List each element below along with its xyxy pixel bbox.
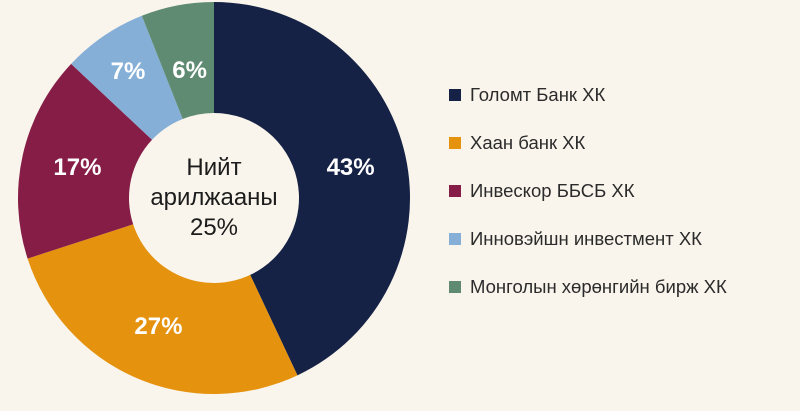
slice-label-5: 6% (172, 57, 207, 84)
slice-label-1: 43% (327, 154, 375, 181)
donut-chart: 43% 27% 17% 7% 6% (17, 2, 411, 395)
donut-center-label: Нийт арилжааны 25% (150, 153, 277, 243)
legend-item-mongolian-stock-exchange: Монголын хөрөнгийн бирж ХК (449, 276, 727, 297)
legend-item-golomt-bank: Голомт Банк ХК (449, 84, 727, 105)
legend-swatch-golomt-bank (449, 88, 461, 101)
legend-swatch-innovation-investment (449, 232, 461, 245)
legend-label-innovation-investment: Инновэйшн инвестмент ХК (470, 227, 702, 249)
center-label-line1: Нийт (186, 154, 242, 181)
legend-item-innovation-investment: Инновэйшн инвестмент ХК (449, 228, 727, 249)
donut-slice-4 (71, 15, 183, 140)
legend-label-mongolian-stock-exchange: Монголын хөрөнгийн бирж ХК (470, 275, 727, 297)
legend-label-khan-bank: Хаан банк ХК (470, 131, 586, 153)
legend-swatch-invescore (449, 184, 461, 197)
legend-swatch-khan-bank (449, 136, 461, 149)
center-label-line3: 25% (189, 214, 239, 241)
donut-chart-area: 43% 27% 17% 7% 6% Нийт арилжааны 25% (17, 2, 411, 395)
slice-label-4: 7% (111, 58, 146, 85)
donut-slice-2 (27, 224, 298, 395)
legend-swatch-mongolian-stock-exchange (449, 280, 461, 293)
legend-item-invescore: Инвескор ББСБ ХК (449, 180, 727, 201)
donut-slice-1 (214, 2, 411, 376)
donut-slice-5 (141, 2, 214, 119)
legend-label-invescore: Инвескор ББСБ ХК (470, 179, 635, 201)
chart-legend: Голомт Банк ХК Хаан банк ХК Инвескор ББС… (449, 84, 727, 297)
legend-label-golomt-bank: Голомт Банк ХК (470, 83, 606, 105)
legend-item-khan-bank: Хаан банк ХК (449, 132, 727, 153)
slice-label-3: 17% (53, 154, 101, 181)
slice-label-2: 27% (134, 313, 182, 340)
donut-slice-3 (17, 63, 153, 259)
center-label-line2: арилжааны (150, 184, 278, 211)
